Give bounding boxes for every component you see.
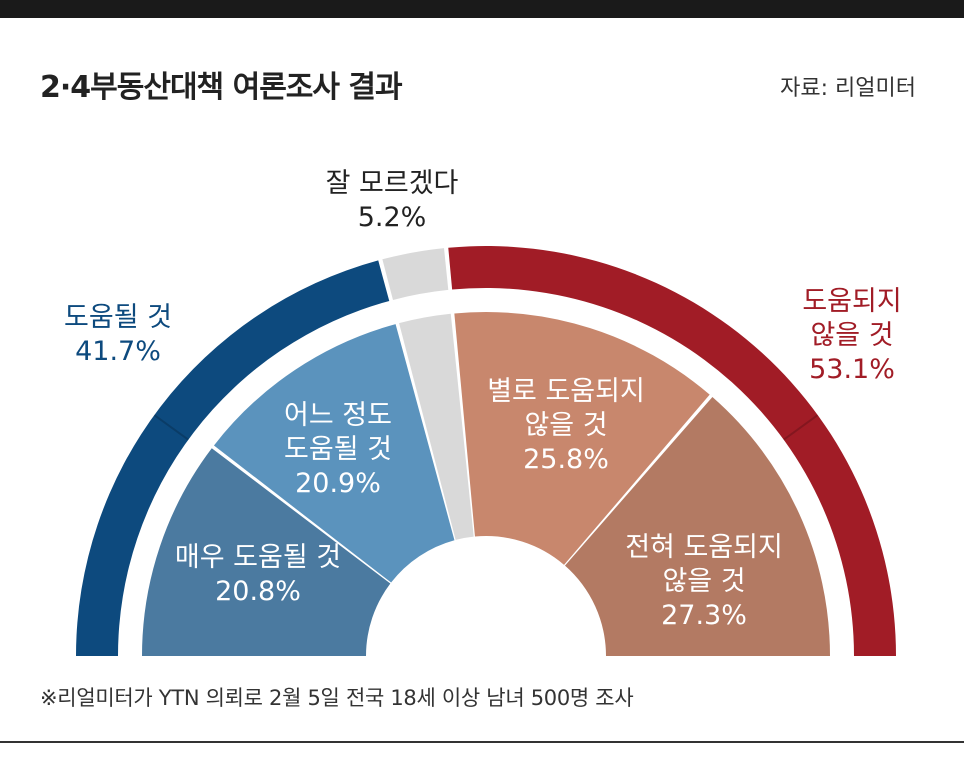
label-inner-somewhat-negative-line-1: 별로 도움되지: [487, 376, 645, 407]
label-inner-somewhat-positive-line-1: 어느 정도: [284, 400, 392, 431]
label-inner-somewhat-positive-line-3: 20.9%: [295, 468, 381, 499]
inner-slice-5: [564, 397, 830, 656]
label-outer-negative-line-1: 도움되지: [802, 286, 901, 317]
outer-divider-2: [783, 414, 819, 441]
inner-slice-3: [399, 313, 474, 540]
label-outer-unknown-line-2: 5.2%: [358, 202, 427, 233]
inner-slice-4: [454, 311, 710, 565]
label-outer-positive-line-2: 41.7%: [75, 336, 161, 367]
label-outer-negative-line-2: 않을 것: [810, 320, 893, 351]
inner-slice-1: [142, 448, 391, 656]
inner-slice-2: [213, 324, 455, 583]
footnote: ※리얼미터가 YTN 의뢰로 2월 5일 전국 18세 이상 남녀 500명 조…: [40, 686, 634, 710]
top-bar: [0, 0, 964, 18]
label-outer-positive-line-1: 도움될 것: [64, 302, 172, 333]
bottom-rule: [0, 741, 964, 743]
label-inner-somewhat-positive-line-2: 도움될 것: [284, 434, 392, 465]
inner-ring: [142, 311, 830, 656]
label-outer-negative-line-3: 53.1%: [809, 354, 895, 385]
label-inner-somewhat-negative-line-2: 않을 것: [524, 410, 607, 441]
label-inner-very-negative-line-1: 전혀 도움되지: [625, 532, 783, 563]
label-inner-very-positive-line-2: 20.8%: [215, 576, 301, 607]
outer-divider-1: [153, 414, 189, 441]
label-inner-somewhat-negative-line-3: 25.8%: [523, 444, 609, 475]
outer-slice-2: [382, 248, 449, 300]
label-inner-very-positive-line-1: 매우 도움될 것: [175, 542, 341, 573]
outer-ring: [76, 246, 896, 657]
label-outer-unknown-line-1: 잘 모르겠다: [326, 168, 459, 199]
label-inner-very-negative-line-2: 않을 것: [662, 566, 745, 597]
label-inner-very-negative-line-3: 27.3%: [661, 600, 747, 631]
outer-slice-3: [448, 246, 896, 657]
chart-title: 2·4부동산대책 여론조사 결과: [40, 70, 403, 105]
source-label: 자료: 리얼미터: [780, 76, 916, 101]
outer-slice-1: [76, 260, 390, 656]
